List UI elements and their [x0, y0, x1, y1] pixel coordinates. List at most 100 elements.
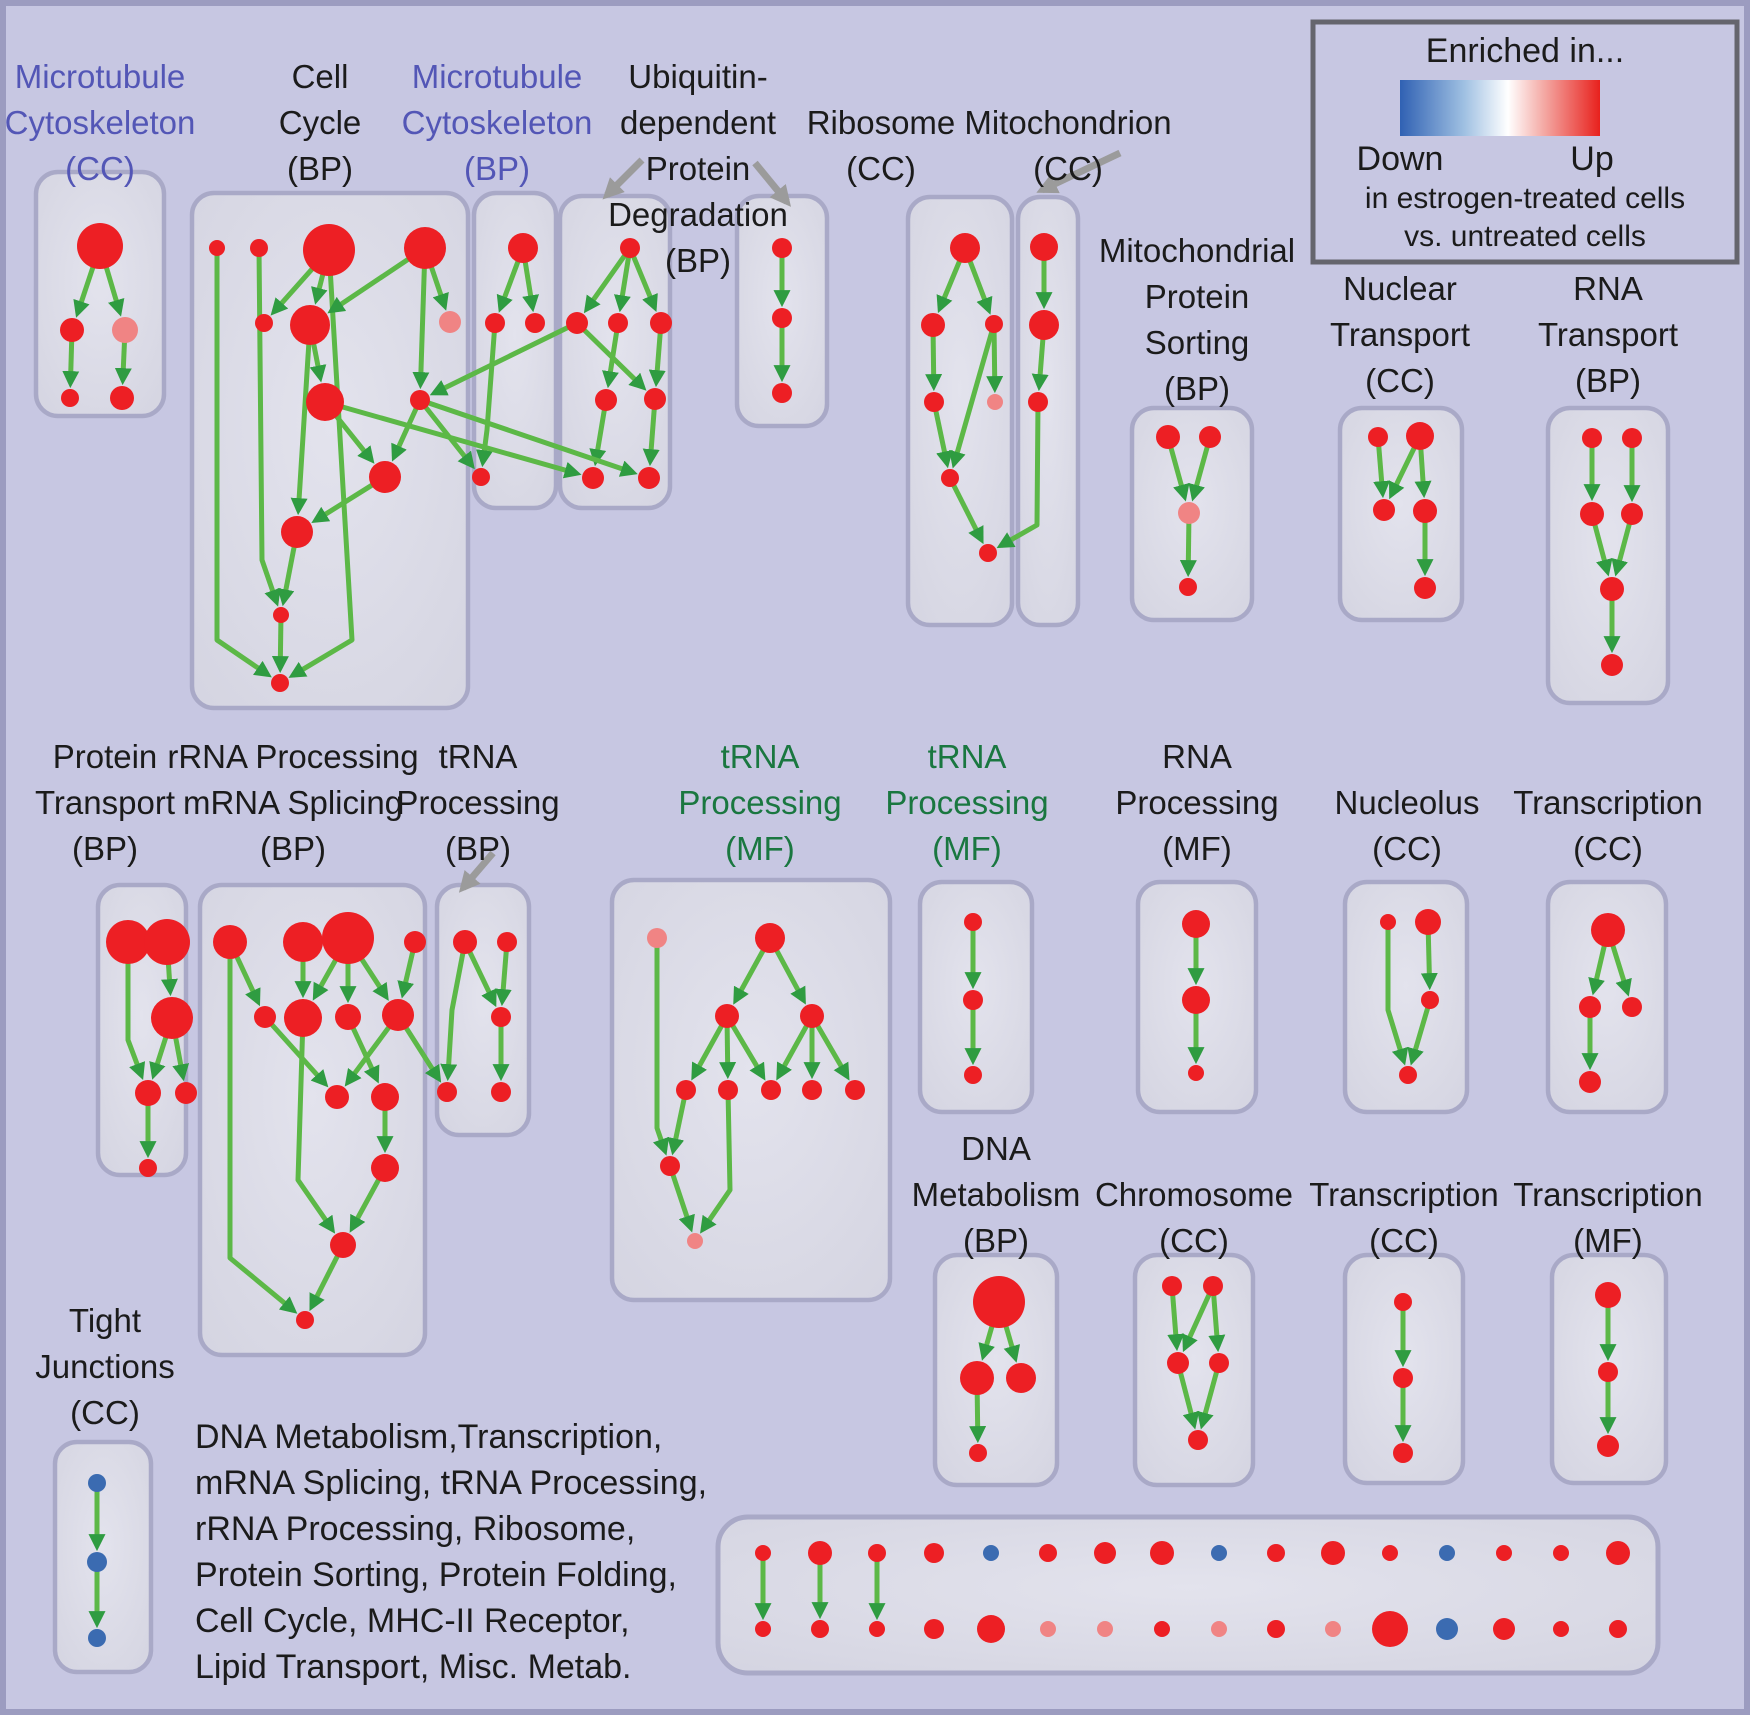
trna-processing-mf-small-label-line: Processing: [885, 784, 1048, 821]
node: [497, 932, 517, 952]
node: [582, 467, 604, 489]
node: [620, 238, 640, 258]
microtubule-cytoskeleton-cc-label: Microtubule Cytoskeleton (CC): [5, 58, 196, 187]
legend-subtitle: vs. untreated cells: [1404, 220, 1646, 253]
node: [106, 920, 150, 964]
node: [811, 1620, 829, 1638]
ribosome-cc-label-line: (CC): [846, 150, 916, 187]
node: [761, 1080, 781, 1100]
node: [1209, 1353, 1229, 1373]
node: [650, 312, 672, 334]
node: [924, 392, 944, 412]
node: [1030, 233, 1058, 261]
edge: [931, 401, 953, 469]
legend-down-label: Down: [1357, 140, 1444, 178]
edge: [290, 324, 313, 516]
node: [382, 999, 414, 1031]
node: [281, 516, 313, 548]
node: [921, 313, 945, 337]
ubiquitin-degradation-bp-label: Ubiquitin-dependent Protein Degradation (BP…: [608, 58, 788, 279]
transcription-mf-label-line: Transcription: [1513, 1176, 1703, 1213]
rrna-processing-mrna-splicing-bp-label-line: rRNA Processing: [167, 738, 418, 775]
nucleolus-cc-label: Nucleolus (CC): [1335, 784, 1480, 867]
node: [566, 312, 588, 334]
node: [1382, 1545, 1398, 1561]
node: [973, 1276, 1025, 1328]
cell-cycle-bp-label: Cell Cycle (BP): [279, 58, 362, 187]
node: [1597, 1435, 1619, 1457]
node: [1439, 1545, 1455, 1561]
tight-junctions-cc-label-line: Junctions: [35, 1348, 174, 1385]
node: [950, 233, 980, 263]
edge: [391, 398, 423, 462]
edge: [575, 321, 647, 391]
node: [139, 1159, 157, 1177]
node: [1267, 1544, 1285, 1562]
transcription-cc-mid-label: Transcription (CC): [1513, 784, 1703, 867]
transcription-cc-mid-label-line: (CC): [1573, 830, 1643, 867]
node: [1622, 428, 1642, 448]
node: [404, 931, 426, 953]
edge: [1182, 1284, 1216, 1353]
edge: [440, 941, 468, 1082]
node: [1595, 1282, 1621, 1308]
node: [1178, 502, 1200, 524]
ubiquitin-degradation-bp-label-line: dependent: [620, 104, 776, 141]
chromosome-cc-label-line: (CC): [1159, 1222, 1229, 1259]
legend-gradient-bar: [1400, 80, 1600, 136]
node: [755, 1621, 771, 1637]
node: [608, 313, 628, 333]
node: [772, 238, 792, 258]
node: [1579, 1071, 1601, 1093]
mitochondrial-protein-sorting-bp-label-line: Sorting: [1145, 324, 1250, 361]
edge: [288, 249, 355, 678]
node: [676, 1080, 696, 1100]
node: [110, 386, 134, 410]
ubiquitin-degradation-bp-label-line: Ubiquitin-: [628, 58, 767, 95]
microtubule-cytoskeleton-bp-label-line: Microtubule: [412, 58, 583, 95]
protein-transport-bp-label-line: Protein: [53, 738, 158, 775]
annotation-arrow: [602, 157, 645, 200]
ubiquitin-degradation-bp-label-line: (BP): [665, 242, 731, 279]
nuclear-transport-cc-label-line: (CC): [1365, 362, 1435, 399]
node: [687, 1233, 703, 1249]
node: [755, 1545, 771, 1561]
node: [964, 913, 982, 931]
node: [983, 1545, 999, 1561]
node: [1414, 577, 1436, 599]
edge: [667, 1165, 695, 1233]
mitochondrion-cc-label-line: (CC): [1033, 150, 1103, 187]
rna-transport-bp-label-line: RNA: [1573, 270, 1643, 307]
misc-clusters-note-line: Lipid Transport, Misc. Metab.: [195, 1648, 632, 1686]
legend-box: [1310, 19, 1740, 265]
node: [1211, 1621, 1227, 1637]
node: [213, 925, 247, 959]
node: [1622, 997, 1642, 1017]
rna-transport-bp-label-line: (BP): [1575, 362, 1641, 399]
nuclear-transport-cc-label-line: Nuclear: [1343, 270, 1457, 307]
node: [325, 1085, 349, 1109]
ubiquitin-degradation-bp-label-line: Degradation: [608, 196, 788, 233]
misc-clusters-note-line: mRNA Splicing, tRNA Processing,: [195, 1464, 707, 1502]
node: [802, 1080, 822, 1100]
cell-cycle-bp-label-line: Cell: [292, 58, 349, 95]
node: [718, 1080, 738, 1100]
legend-title: Enriched in...: [1426, 32, 1624, 70]
cell-cycle-bp-label-line: Cycle: [279, 104, 362, 141]
node: [1373, 499, 1395, 521]
node: [963, 990, 983, 1010]
node: [491, 1007, 511, 1027]
mitochondrion-cc-box: [1015, 194, 1081, 628]
node: [660, 1156, 680, 1176]
node: [254, 1006, 276, 1028]
microtubule-cytoskeleton-cc-label-line: (CC): [65, 150, 135, 187]
node: [1097, 1621, 1113, 1637]
nuclear-transport-cc-box: [1337, 405, 1465, 623]
edge: [1385, 922, 1409, 1066]
node: [979, 544, 997, 562]
node: [1580, 502, 1604, 526]
node: [647, 928, 667, 948]
microtubule-cytoskeleton-bp-label: Microtubule Cytoskeleton (BP): [402, 58, 593, 187]
misc-clusters-box: [715, 1514, 1661, 1676]
